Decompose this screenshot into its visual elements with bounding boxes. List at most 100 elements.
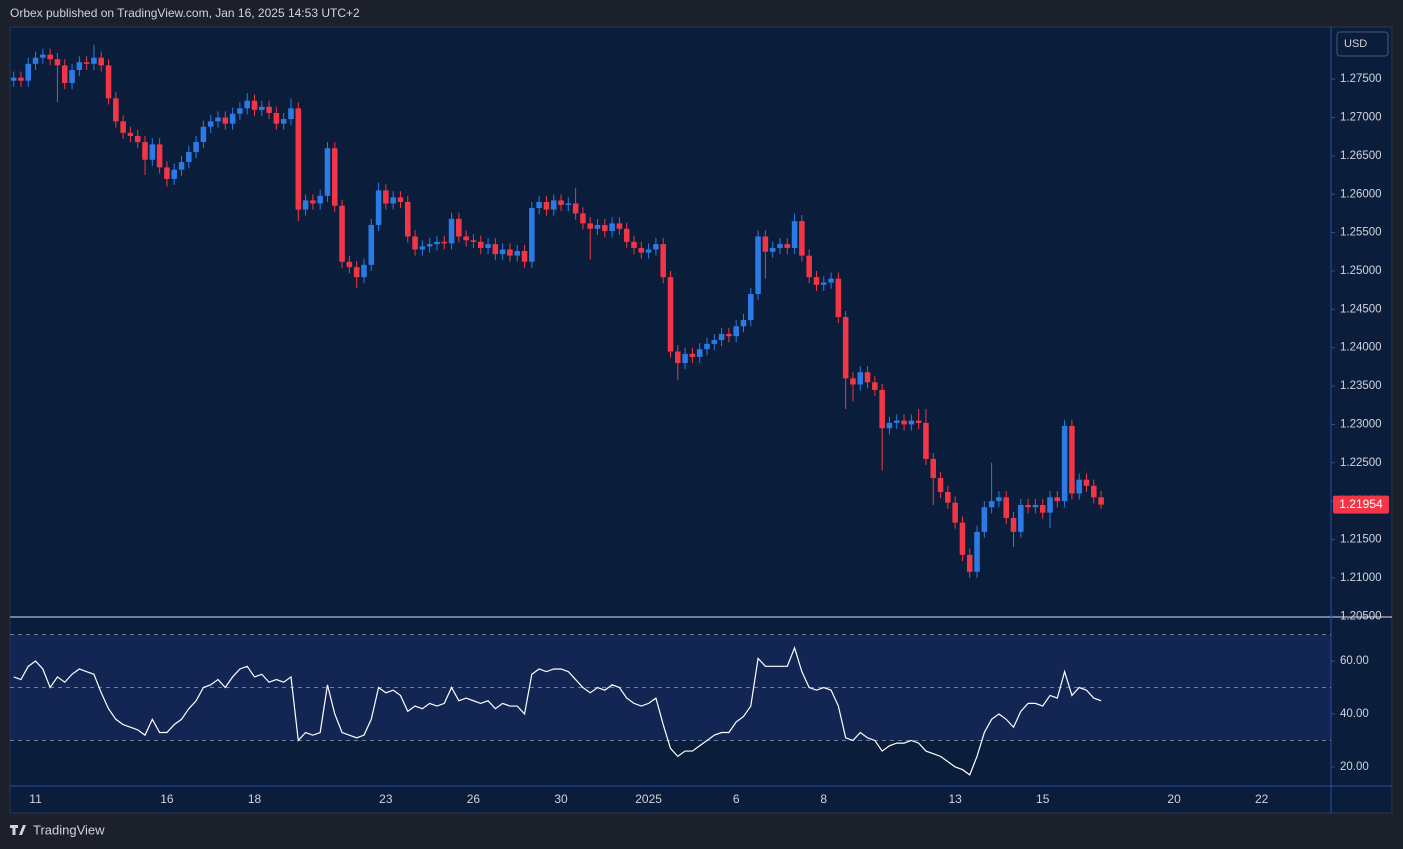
candle-body bbox=[908, 420, 915, 425]
candle-body bbox=[149, 144, 156, 160]
candle-body bbox=[142, 142, 148, 160]
y-tick-label: 1.24500 bbox=[1340, 303, 1382, 315]
last-price-box bbox=[1333, 495, 1389, 514]
x-tick-label: 23 bbox=[379, 792, 393, 806]
candle-body bbox=[273, 112, 280, 124]
candle-body bbox=[930, 458, 937, 479]
candle-body bbox=[631, 241, 637, 248]
x-tick-label: 20 bbox=[1167, 792, 1181, 806]
candle-body bbox=[507, 249, 513, 256]
candle-body bbox=[682, 353, 688, 364]
header: Orbex published on TradingView.com, Jan … bbox=[10, 6, 360, 20]
candle-body bbox=[543, 201, 550, 210]
x-tick-label: 6 bbox=[733, 792, 740, 806]
candle-body bbox=[32, 57, 39, 64]
candle-body bbox=[923, 422, 929, 459]
y-tick-label: 1.26500 bbox=[1340, 150, 1382, 162]
candle-body bbox=[317, 195, 323, 204]
candle-body bbox=[660, 244, 666, 278]
candle-body bbox=[748, 293, 754, 321]
candle-body bbox=[10, 77, 17, 81]
candle-body bbox=[259, 106, 265, 110]
candle-body bbox=[850, 378, 856, 385]
y-tick-label: 1.25000 bbox=[1340, 265, 1382, 277]
y-tick-label: 1.22500 bbox=[1340, 457, 1382, 469]
candle-body bbox=[178, 162, 185, 170]
x-tick-label: 16 bbox=[160, 792, 174, 806]
candle-body bbox=[404, 201, 411, 237]
candle-body bbox=[696, 349, 703, 357]
y-tick-label: 1.21500 bbox=[1340, 534, 1382, 546]
candle-body bbox=[521, 251, 528, 262]
y-tick-label: 20.00 bbox=[1340, 761, 1369, 773]
candle-body bbox=[1076, 479, 1082, 494]
x-tick-label: 30 bbox=[554, 792, 568, 806]
candle-body bbox=[1083, 479, 1090, 486]
candle-body bbox=[477, 241, 484, 248]
candle-body bbox=[397, 197, 404, 202]
candle-body bbox=[1098, 497, 1104, 505]
candle-body bbox=[470, 240, 477, 242]
candle-body bbox=[207, 121, 214, 127]
candle-body bbox=[61, 65, 68, 84]
candle-body bbox=[237, 108, 243, 114]
candle-body bbox=[740, 320, 747, 327]
currency-button[interactable] bbox=[1336, 31, 1389, 57]
currency[interactable]: USD bbox=[1344, 38, 1367, 50]
candle-body bbox=[1003, 497, 1009, 519]
x-tick-label: 13 bbox=[948, 792, 962, 806]
candle-body bbox=[98, 57, 105, 66]
candle-body bbox=[186, 152, 192, 163]
y-tick-label: 60.00 bbox=[1340, 655, 1369, 667]
candle-body bbox=[558, 200, 564, 205]
candle-body bbox=[1069, 425, 1075, 494]
candle-body bbox=[609, 223, 615, 232]
logo-mark bbox=[10, 825, 26, 835]
candle-body bbox=[901, 420, 907, 425]
candle-body bbox=[594, 224, 601, 229]
candle-body bbox=[864, 372, 871, 383]
y-tick-label: 1.25500 bbox=[1340, 227, 1382, 239]
candle-body bbox=[886, 422, 893, 429]
candle-body bbox=[40, 54, 46, 58]
candle-body bbox=[1032, 504, 1039, 508]
candle-body bbox=[171, 169, 177, 179]
candle-body bbox=[346, 261, 353, 268]
candle-body bbox=[645, 249, 652, 253]
y-tick-label: 1.21000 bbox=[1340, 572, 1382, 584]
candle-body bbox=[959, 522, 966, 555]
candle-body bbox=[755, 236, 761, 294]
candle-body bbox=[156, 144, 163, 168]
candle-body bbox=[383, 190, 389, 204]
candle-body bbox=[733, 326, 739, 337]
candle-body bbox=[280, 119, 287, 124]
candle-body bbox=[879, 389, 885, 429]
candle-body bbox=[288, 108, 294, 120]
x-tick-label: 15 bbox=[1036, 792, 1050, 806]
candle-body bbox=[353, 267, 360, 278]
y-tick-label: 1.23000 bbox=[1340, 418, 1382, 430]
candle-body bbox=[791, 221, 798, 248]
candle-body bbox=[711, 340, 718, 344]
candle-body bbox=[448, 218, 455, 244]
candle-body bbox=[536, 201, 542, 209]
candle-body bbox=[441, 241, 448, 244]
y-tick-label: 1.27000 bbox=[1340, 112, 1382, 124]
candle-body bbox=[134, 135, 141, 143]
candle-body bbox=[251, 100, 258, 110]
candle-body bbox=[820, 282, 827, 285]
candle-body bbox=[499, 249, 506, 255]
candle-body bbox=[1010, 518, 1017, 532]
candle-body bbox=[193, 142, 199, 153]
candle-body bbox=[638, 247, 645, 253]
last-price-label: 1.21954 bbox=[1339, 497, 1383, 511]
candle-body bbox=[514, 251, 521, 256]
candle-body bbox=[419, 246, 426, 250]
candle-body bbox=[1047, 497, 1053, 513]
candle-body bbox=[784, 244, 791, 248]
candle-body bbox=[244, 100, 250, 109]
candle-body bbox=[996, 497, 1002, 502]
candle-body bbox=[164, 167, 170, 179]
candle-body bbox=[127, 132, 134, 136]
